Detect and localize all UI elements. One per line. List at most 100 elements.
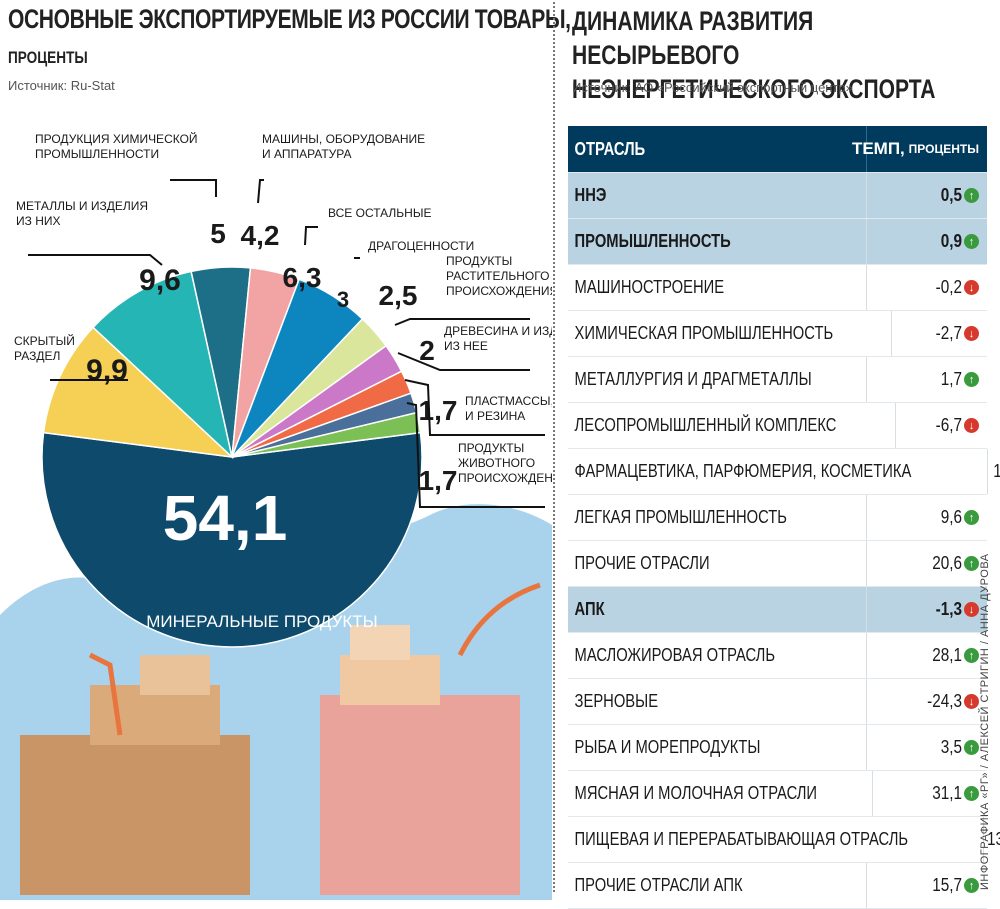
export-growth-table: ОТРАСЛЬ ТЕМП, ПРОЦЕНТЫ ННЭ 0,5 ↑ ПРОМЫШЛЕНН… — [568, 126, 1000, 909]
pie-category-label: ПРОДУКЦИЯ ХИМИЧЕСКОЙ ПРОМЫШЛЕННОСТИ — [35, 131, 198, 161]
arrow-up-icon: ↑ — [964, 740, 979, 755]
table-row-rate-value: -6,7 — [935, 415, 962, 435]
credit-line: ИНФОГРАФИКА «РГ» / АЛЕКСЕЙ СТРИГИН / АНН… — [979, 553, 991, 890]
table-row-industry: ПИЩЕВАЯ И ПЕРЕРАБАТЫВАЮЩАЯ ОТРАСЛЬ — [574, 829, 909, 849]
pie-leader-line — [406, 402, 545, 508]
pie-category-label: СКРЫТЫЙ РАЗДЕЛ — [14, 333, 75, 363]
table-row-rate: 1,7 ↑ — [866, 357, 987, 402]
column-divider — [553, 2, 555, 892]
table-row-rate: 0,9 ↑ — [866, 219, 987, 264]
table-source: Источник: АО «Российский экспортный цент… — [572, 80, 853, 95]
table-row-industry: МАШИНОСТРОЕНИЕ — [574, 277, 725, 297]
table-row-rate-value: 13 — [986, 829, 1000, 849]
table-row-rate: 16,7↑ — [986, 449, 1000, 494]
table-row: ПРОЧИЕ ОТРАСЛИ АПК 15,7 ↑ — [568, 863, 987, 909]
cargo-illustration — [20, 582, 541, 895]
pie-value-label: 2,5 — [379, 280, 418, 311]
table-row-industry: МЯСНАЯ И МОЛОЧНАЯ ОТРАСЛИ — [574, 783, 818, 803]
pie-leader-line — [304, 226, 318, 246]
table-row: ПИЩЕВАЯ И ПЕРЕРАБАТЫВАЮЩАЯ ОТРАСЛЬ 13↑ — [568, 817, 1000, 863]
table-header-row: ОТРАСЛЬ ТЕМП, ПРОЦЕНТЫ — [568, 126, 987, 173]
pie-slice — [41, 431, 423, 648]
table-row-rate-value: -0,2 — [935, 277, 962, 297]
table-row-rate-value: 31,1 — [932, 783, 962, 803]
table-row-industry: ПРОМЫШЛЕННОСТЬ — [574, 231, 731, 251]
table-row: ПРОМЫШЛЕННОСТЬ 0,9 ↑ — [568, 219, 987, 265]
table-row-industry: ЗЕРНОВЫЕ — [574, 691, 659, 711]
table-row-rate: -2,7 ↓ — [891, 311, 987, 356]
table-row-rate-value: 9,6 — [940, 507, 962, 527]
table-row-industry: ЛЕСОПРОМЫШЛЕННЫЙ КОМПЛЕКС — [574, 415, 837, 435]
table-row: ННЭ 0,5 ↑ — [568, 173, 987, 219]
table-row: ЗЕРНОВЫЕ -24,3 ↓ — [568, 679, 987, 725]
arrow-down-icon: ↓ — [964, 280, 979, 295]
pie-category-label: ВСЕ ОСТАЛЬНЫЕ — [328, 206, 431, 220]
pie-value-label: 5 — [210, 218, 226, 249]
pie-value-label: 54,1 — [163, 482, 288, 554]
table-row-rate-value: 15,7 — [932, 875, 962, 895]
table-header-rate: ТЕМП, ПРОЦЕНТЫ — [852, 126, 987, 172]
table-row-industry: РЫБА И МОРЕПРОДУКТЫ — [574, 737, 761, 757]
pie-category-label: ПРОДУКТЫ РАСТИТЕЛЬНОГО ПРОИСХОЖДЕНИЯ — [446, 254, 552, 298]
table-row: МАШИНОСТРОЕНИЕ -0,2 ↓ — [568, 265, 987, 311]
pie-value-label: 4,2 — [241, 220, 280, 251]
pie-value-label: 6,3 — [283, 262, 322, 293]
table-row-rate-value: -24,3 — [927, 691, 962, 711]
pie-category-labels: МИНЕРАЛЬНЫЕ ПРОДУКТЫ СКРЫТЫЙ РАЗДЕЛ МЕТАЛЛЫ… — [14, 131, 552, 631]
pie-value-label: 1,7 — [419, 465, 458, 496]
pie-category-label: ПЛАСТМАССЫ, КАУЧУКИ РЕЗИНА — [465, 394, 552, 423]
table-header-industry: ОТРАСЛЬ — [574, 138, 646, 159]
pie-category-label: МАШИНЫ, ОБОРУДОВАНИЕ И АППАРАТУРА — [262, 132, 425, 161]
table-row-industry: ХИМИЧЕСКАЯ ПРОМЫШЛЕННОСТЬ — [574, 323, 834, 343]
table-row-rate-value: 28,1 — [932, 645, 962, 665]
arrow-down-icon: ↓ — [964, 694, 979, 709]
table-row-rate-value: 3,5 — [940, 737, 962, 757]
table-row-rate: -6,7 ↓ — [895, 403, 987, 448]
table-row-industry: ЛЕГКАЯ ПРОМЫШЛЕННОСТЬ — [574, 507, 787, 527]
table-row: ПРОЧИЕ ОТРАСЛИ 20,6 ↑ — [568, 541, 987, 587]
table-row-rate: -0,2 ↓ — [866, 265, 987, 310]
pie-slice — [42, 326, 235, 459]
table-row-rate: 28,1 ↑ — [866, 633, 987, 678]
table-row: ФАРМАЦЕВТИКА, ПАРФЮМЕРИЯ, КОСМЕТИКА 16,7↑ — [568, 449, 1000, 495]
table-row-rate-value: 16,7 — [993, 461, 1000, 482]
table-row-rate: 13↑ — [982, 817, 1000, 862]
table-title: ДИНАМИКА РАЗВИТИЯ НЕСЫРЬЕВОГО НЕЭНЕРГЕТИ… — [572, 4, 978, 106]
table-row-industry: МЕТАЛЛУРГИЯ И ДРАГМЕТАЛЛЫ — [574, 369, 812, 389]
pie-leader-line — [170, 179, 217, 197]
table-row: МЕТАЛЛУРГИЯ И ДРАГМЕТАЛЛЫ 1,7 ↑ — [568, 357, 987, 403]
table-row-rate: -24,3 ↓ — [866, 679, 987, 724]
pie-value-label: 1,7 — [419, 395, 458, 426]
table-row-rate-value: 0,9 — [940, 231, 962, 251]
pie-category-label: МИНЕРАЛЬНЫЕ ПРОДУКТЫ — [146, 612, 377, 631]
table-row: МАСЛОЖИРОВАЯ ОТРАСЛЬ 28,1 ↑ — [568, 633, 987, 679]
table-row-rate-value: -2,7 — [935, 323, 962, 343]
table-row-industry: ПРОЧИЕ ОТРАСЛИ АПК — [574, 875, 743, 895]
table-row: ЛЕСОПРОМЫШЛЕННЫЙ КОМПЛЕКС -6,7 ↓ — [568, 403, 987, 449]
pie-chart-subtitle: ПРОЦЕНТЫ — [8, 48, 88, 67]
table-row-rate: -1,3 ↓ — [866, 587, 987, 632]
pie-slice — [92, 270, 234, 460]
table-title-line-1: ДИНАМИКА РАЗВИТИЯ НЕСЫРЬЕВОГО — [572, 6, 814, 70]
arrow-up-icon: ↑ — [964, 786, 979, 801]
table-row: МЯСНАЯ И МОЛОЧНАЯ ОТРАСЛИ 31,1 ↑ — [568, 771, 987, 817]
table-row-rate: 3,5 ↑ — [866, 725, 987, 770]
arrow-down-icon: ↓ — [964, 326, 979, 341]
table-row-industry: ПРОЧИЕ ОТРАСЛИ — [574, 553, 710, 573]
table-row-industry: АПК — [574, 599, 605, 619]
table-row-rate-value: 1,7 — [940, 369, 962, 389]
pie-value-labels: 54,1 9,9 9,6 5 4,26,3 3 2,52 1,7 1,7 — [86, 218, 457, 554]
table-row-rate: 20,6 ↑ — [866, 541, 987, 586]
table-row: ХИМИЧЕСКАЯ ПРОМЫШЛЕННОСТЬ -2,7 ↓ — [568, 311, 987, 357]
table-row-rate: 31,1 ↑ — [871, 771, 987, 816]
arrow-up-icon: ↑ — [964, 234, 979, 249]
pie-value-label: 2 — [419, 335, 435, 366]
table-header-rate-unit: ПРОЦЕНТЫ — [908, 142, 979, 156]
table-row-industry: ННЭ — [574, 185, 607, 205]
pie-value-label: 9,9 — [86, 354, 128, 387]
pie-chart-title: ОСНОВНЫЕ ЭКСПОРТИРУЕМЫЕ ИЗ РОССИИ ТОВАРЫ… — [8, 4, 571, 34]
table-row-rate: 15,7 ↑ — [866, 863, 987, 908]
arrow-up-icon: ↑ — [964, 648, 979, 663]
table-row-rate: 0,5 ↑ — [866, 173, 987, 218]
